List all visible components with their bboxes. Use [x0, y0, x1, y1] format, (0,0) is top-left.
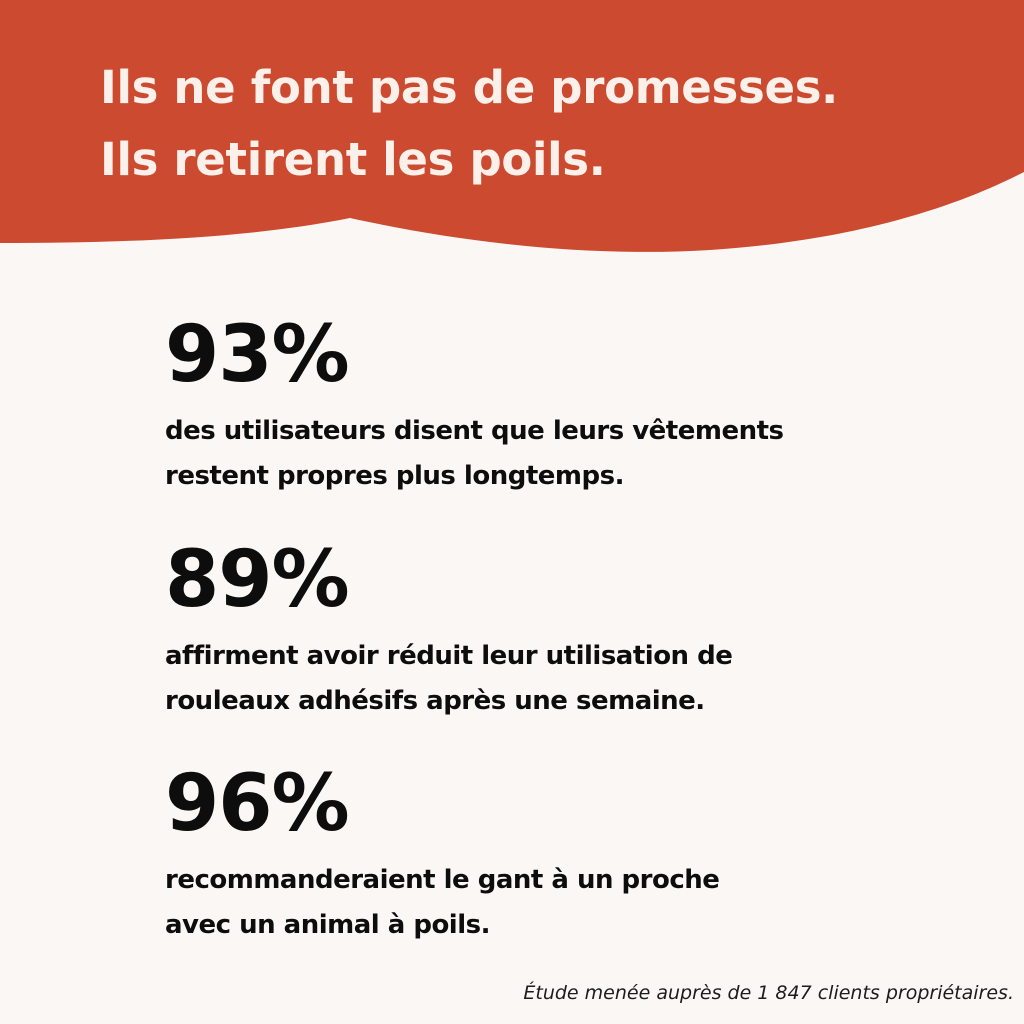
stat-description-3: recommanderaient le gant à un proche ave… — [165, 858, 720, 948]
header-wave — [0, 0, 1024, 252]
footnote: Étude menée auprès de 1 847 clients prop… — [523, 982, 1014, 1004]
stat-description-3-line-2: avec un animal à poils. — [165, 910, 490, 940]
stat-block-2: 89% affirment avoir réduit leur utilisat… — [165, 535, 733, 724]
stat-description-2-line-1: affirment avoir réduit leur utilisation … — [165, 641, 733, 671]
stat-description-2: affirment avoir réduit leur utilisation … — [165, 634, 733, 724]
stat-description-1-line-2: restent propres plus longtemps. — [165, 461, 624, 491]
stat-description-1-line-1: des utilisateurs disent que leurs vêteme… — [165, 416, 784, 446]
stat-description-1: des utilisateurs disent que leurs vêteme… — [165, 409, 784, 499]
stat-block-3: 96% recommanderaient le gant à un proche… — [165, 759, 720, 948]
headline: Ils ne font pas de promesses. Ils retire… — [100, 52, 838, 196]
stat-description-2-line-2: rouleaux adhésifs après une semaine. — [165, 686, 705, 716]
stat-block-1: 93% des utilisateurs disent que leurs vê… — [165, 315, 784, 499]
header-banner — [0, 0, 1024, 252]
stat-value-3: 96% — [165, 759, 350, 849]
headline-line-1: Ils ne font pas de promesses. — [100, 61, 838, 114]
stat-value-2: 89% — [165, 535, 350, 625]
stat-value-1: 93% — [165, 310, 350, 400]
headline-line-2: Ils retirent les poils. — [100, 133, 606, 186]
stat-description-3-line-1: recommanderaient le gant à un proche — [165, 865, 720, 895]
